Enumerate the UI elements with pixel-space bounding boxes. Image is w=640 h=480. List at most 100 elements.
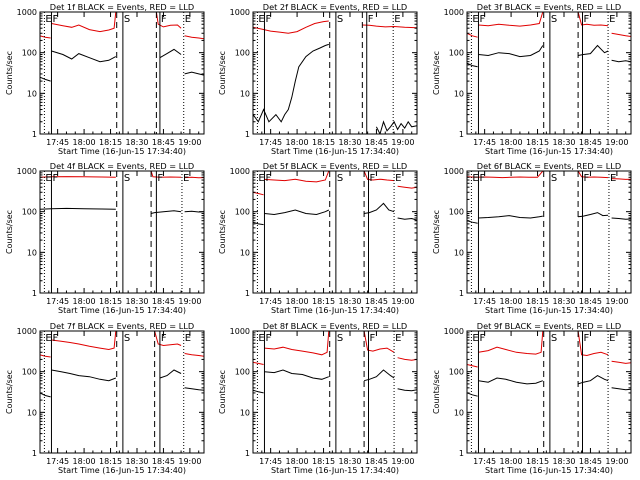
events-series-line: [375, 120, 417, 134]
y-axis-label: Counts/sec: [5, 210, 14, 254]
panel-title: Det 8f BLACK = Events, RED = LLD: [263, 321, 407, 331]
panel-frame: [466, 330, 632, 454]
marker-label: E: [185, 333, 191, 344]
y-tick-label: 10: [27, 408, 37, 417]
marker-label: F: [479, 173, 485, 184]
y-tick-label: 100: [235, 208, 250, 217]
lld-series-line: [577, 12, 609, 27]
marker-label: S: [551, 333, 557, 344]
x-tick-label: 18:45: [579, 457, 602, 466]
x-axis-label: Start Time (16-Jun-15 17:34:40): [271, 466, 399, 475]
y-axis-label: Counts/sec: [218, 210, 227, 254]
x-tick-label: 18:00: [286, 138, 309, 147]
x-axis-label: Start Time (16-Jun-15 17:34:40): [485, 466, 613, 475]
lld-series-line: [363, 171, 395, 182]
x-tick-label: 18:15: [99, 457, 122, 466]
marker-label: E: [258, 173, 264, 184]
events-series-line: [40, 392, 51, 398]
panel-frame: [252, 330, 418, 454]
y-tick-label: 10: [240, 248, 250, 257]
marker-label: E: [185, 14, 191, 25]
marker-label: E: [395, 173, 401, 184]
marker-label: S: [551, 173, 557, 184]
marker-label: E: [609, 14, 615, 25]
marker-label: F: [584, 14, 590, 25]
events-series-line: [150, 210, 182, 214]
y-tick-label: 1: [459, 289, 464, 298]
x-tick-label: 18:00: [500, 138, 523, 147]
panel-frame: [252, 11, 418, 135]
marker-label: F: [479, 14, 485, 25]
x-tick-label: 19:00: [178, 457, 201, 466]
lld-series-line: [154, 331, 182, 347]
y-tick-label: 10: [454, 89, 464, 98]
marker-label: S: [337, 173, 343, 184]
y-tick-label: 1: [32, 449, 37, 458]
lld-series-line: [478, 331, 544, 355]
x-tick-label: 18:30: [125, 297, 148, 306]
y-tick-label: 1000: [230, 8, 250, 17]
x-tick-label: 17:45: [473, 297, 496, 306]
y-tick-label: 1: [32, 130, 37, 139]
x-axis-label: Start Time (16-Jun-15 17:34:40): [271, 147, 399, 156]
lld-series-line: [467, 364, 478, 368]
marker-label: F: [584, 333, 590, 344]
marker-label: E: [258, 14, 264, 25]
lld-series-line: [40, 176, 116, 178]
y-axis-label: Counts/sec: [5, 51, 14, 95]
x-tick-label: 18:30: [338, 138, 361, 147]
y-tick-label: 100: [235, 49, 250, 58]
lld-series-line: [184, 353, 204, 357]
x-tick-label: 17:45: [473, 138, 496, 147]
x-tick-label: 18:45: [365, 297, 388, 306]
marker-label: E: [472, 14, 478, 25]
marker-label: E: [394, 14, 400, 25]
x-tick-label: 19:00: [178, 138, 201, 147]
panel-frame: [39, 170, 205, 294]
lld-series-line: [611, 360, 631, 364]
panel-plot-area: [253, 12, 417, 134]
y-axis-label: Counts/sec: [5, 370, 14, 414]
x-tick-label: 18:00: [73, 297, 96, 306]
lld-series-line: [362, 24, 417, 29]
x-tick-label: 18:15: [99, 138, 122, 147]
lld-series-line: [467, 171, 544, 179]
events-series-line: [253, 389, 264, 394]
x-tick-label: 18:15: [526, 297, 549, 306]
x-tick-label: 18:15: [526, 138, 549, 147]
marker-label: F: [157, 173, 163, 184]
y-tick-label: 10: [240, 89, 250, 98]
lld-series-line: [611, 32, 631, 37]
marker-label: F: [52, 333, 58, 344]
x-tick-label: 18:45: [579, 138, 602, 147]
lld-series-line: [397, 185, 417, 189]
y-tick-label: 1000: [17, 167, 37, 176]
y-tick-label: 100: [22, 368, 37, 377]
panel-plot-area: [467, 12, 631, 68]
marker-label: S: [337, 333, 343, 344]
panel-title: Det 6f BLACK = Events, RED = LLD: [477, 161, 621, 171]
panel-plot-area: [40, 331, 204, 398]
lld-series-line: [253, 361, 264, 365]
y-tick-label: 1: [245, 130, 250, 139]
y-tick-label: 100: [235, 368, 250, 377]
panel-frame: [466, 11, 632, 135]
x-tick-label: 18:00: [286, 297, 309, 306]
marker-label: F: [52, 173, 58, 184]
x-tick-label: 17:45: [259, 297, 282, 306]
x-tick-label: 18:00: [500, 457, 523, 466]
x-tick-label: 17:45: [46, 457, 69, 466]
marker-label: F: [265, 333, 271, 344]
events-series-line: [159, 48, 182, 59]
panel-frame: [39, 11, 205, 135]
events-series-line: [467, 62, 478, 68]
marker-label: E: [258, 333, 264, 344]
events-series-line: [467, 392, 478, 397]
events-series-line: [253, 221, 264, 226]
x-tick-label: 18:30: [125, 457, 148, 466]
x-axis-label: Start Time (16-Jun-15 17:34:40): [58, 147, 186, 156]
